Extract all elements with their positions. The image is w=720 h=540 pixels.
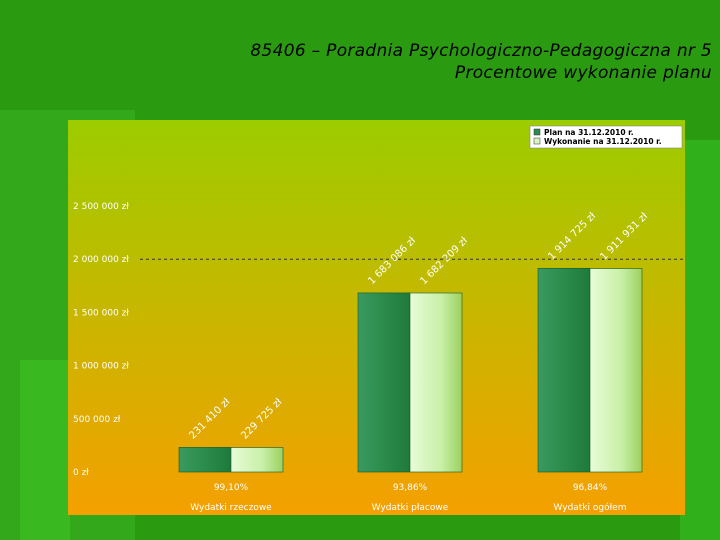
y-tick-label: 2 500 000 zł xyxy=(73,202,129,212)
legend-box xyxy=(529,125,683,149)
title-line-1: 85406 – Poradnia Psychologiczno-Pedagogi… xyxy=(250,41,712,61)
y-tick-label: 2 000 000 zł xyxy=(73,255,129,265)
background-block-left xyxy=(20,360,70,540)
background-block-right xyxy=(680,140,720,540)
percentage-label: 99,10% xyxy=(214,483,249,493)
chart-container: 0 zł 500 000 zł 1 000 000 zł 1 500 000 zł 2 … xyxy=(68,120,685,515)
y-tick-label: 1 000 000 zł xyxy=(73,362,129,372)
bar-wykonanie xyxy=(230,447,284,473)
legend-entry: Plan na 31.12.2010 r. xyxy=(544,128,634,137)
slide-title: 85406 – Poradnia Psychologiczno-Pedagogi… xyxy=(250,40,712,84)
category-label: Wydatki ogółem xyxy=(554,502,627,513)
percentage-label: 96,84% xyxy=(573,483,608,493)
legend-entry: Wykonanie na 31.12.2010 r. xyxy=(544,137,662,146)
bar-plan xyxy=(537,267,591,473)
background-top xyxy=(0,0,720,110)
legend-swatch xyxy=(533,128,541,136)
bar-plan xyxy=(178,447,232,473)
bar-plan xyxy=(357,292,411,473)
y-tick-label: 500 000 zł xyxy=(73,415,121,425)
title-line-2: Procentowe wykonanie planu xyxy=(454,63,712,83)
y-tick-label: 1 500 000 zł xyxy=(73,308,129,318)
bar-wykonanie xyxy=(589,268,643,473)
y-tick-label: 0 zł xyxy=(73,468,89,478)
percentage-label: 93,86% xyxy=(393,483,428,493)
legend-swatch xyxy=(533,137,541,145)
category-label: Wydatki rzeczowe xyxy=(190,503,272,513)
category-label: Wydatki płacowe xyxy=(372,503,449,513)
bar-wykonanie xyxy=(409,292,463,473)
bar-chart: 0 zł 500 000 zł 1 000 000 zł 1 500 000 zł 2 … xyxy=(68,120,685,515)
